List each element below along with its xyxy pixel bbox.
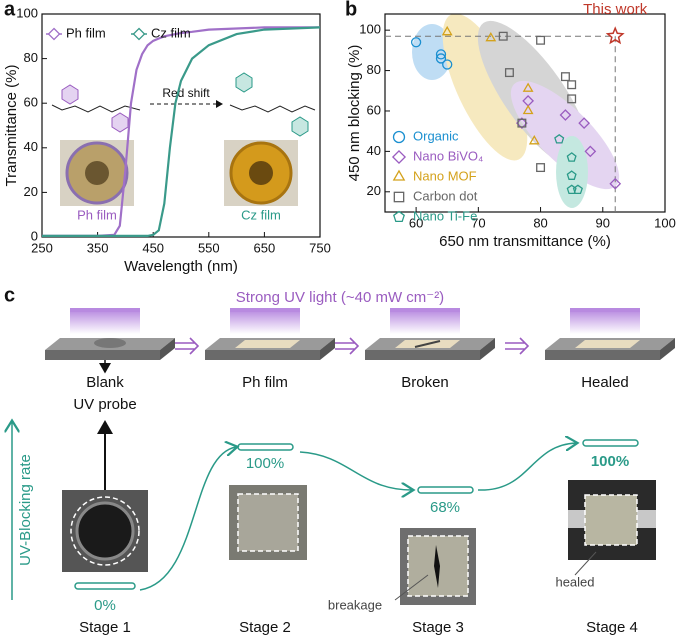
marker: [567, 80, 577, 90]
marker: [47, 27, 61, 41]
y-tick-label: 100: [359, 22, 381, 37]
stage-state: UV probe: [73, 396, 136, 413]
y-tick-label: 0: [31, 228, 38, 243]
plot-frame: [384, 13, 666, 213]
stage-rate: 68%: [430, 499, 460, 516]
marker: [584, 145, 597, 158]
marker: [566, 152, 577, 162]
marker: [441, 25, 453, 36]
marker: [559, 109, 572, 121]
y-tick-label: 80: [24, 50, 38, 65]
caption: Ph film: [77, 207, 117, 222]
legend-label: Ph film: [66, 25, 106, 40]
panel-label: c: [4, 284, 15, 306]
y-tick-label: 20: [367, 183, 381, 198]
stage-rate: 100%: [591, 453, 629, 470]
light-label: Strong UV light (~40 mW cm⁻²): [236, 289, 444, 306]
x-tick-label: 100: [654, 215, 676, 230]
axis-label: UV-Blocking rate: [17, 454, 34, 566]
stage-name: Stage 4: [586, 619, 638, 636]
caption: Cz film: [241, 207, 281, 222]
annotation: Red shift: [162, 86, 210, 100]
highlight-label: This work: [583, 1, 648, 18]
marker: [393, 191, 405, 203]
marker: [522, 104, 534, 115]
x-tick-label: 650: [254, 240, 276, 255]
x-tick-label: 60: [409, 215, 423, 230]
y-tick-label: 100: [16, 5, 38, 20]
stage-state: Ph film: [242, 374, 288, 391]
marker: [391, 149, 407, 165]
group-shading: [412, 13, 620, 208]
marker: [435, 53, 447, 64]
panel-label: a: [4, 0, 16, 20]
x-tick-label: 80: [533, 215, 547, 230]
marker: [392, 169, 406, 181]
marker: [392, 130, 406, 144]
marker: [442, 59, 453, 70]
x-tick-label: 350: [87, 240, 109, 255]
y-tick-label: 20: [24, 184, 38, 199]
y-tick-label: 40: [24, 139, 38, 154]
y-tick-label: 60: [24, 95, 38, 110]
stage-name: Stage 1: [79, 619, 131, 636]
marker: [132, 27, 146, 41]
marker: [498, 31, 508, 41]
legend-label: Carbon dot: [413, 188, 478, 203]
y-axis-label: Transmittance (%): [3, 65, 20, 187]
legend-label: Cz film: [151, 25, 191, 40]
marker: [393, 210, 405, 223]
marker: [435, 49, 447, 60]
panel-a-decor: [51, 72, 316, 206]
y-axis-label: 450 nm blocking (%): [346, 45, 363, 182]
marker: [578, 117, 591, 130]
line: [42, 26, 321, 237]
x-tick-label: 250: [31, 240, 53, 255]
stage-rate: 0%: [94, 597, 116, 614]
legend-label: Nano MOF: [413, 168, 477, 183]
stage-rate: 100%: [246, 455, 284, 472]
panel-label: b: [345, 0, 357, 20]
stage-state: Blank: [86, 374, 124, 391]
marker: [572, 184, 583, 195]
y-tick-label: 40: [367, 143, 381, 158]
line: [42, 26, 320, 237]
x-tick-label: 450: [142, 240, 164, 255]
marker: [517, 118, 527, 128]
marker: [567, 94, 577, 104]
stage-name: Stage 2: [239, 619, 291, 636]
marker: [566, 170, 577, 180]
marker: [536, 35, 546, 45]
note: breakage: [328, 597, 382, 612]
marker: [536, 163, 546, 173]
x-tick-label: 90: [596, 215, 610, 230]
y-tick-label: 60: [367, 102, 381, 117]
stage-name: Stage 3: [412, 619, 464, 636]
legend-label: Nano Ti-Fe: [413, 208, 477, 223]
stage-state: Healed: [581, 374, 629, 391]
marker: [554, 133, 565, 144]
x-axis-label: 650 nm transmittance (%): [439, 233, 611, 250]
plot-frame: [41, 13, 321, 238]
stage-state: Broken: [401, 374, 449, 391]
x-tick-label: 550: [198, 240, 220, 255]
marker: [410, 37, 422, 48]
marker: [485, 32, 497, 42]
panel-c-decor: [12, 308, 675, 605]
marker: [605, 26, 625, 45]
marker: [504, 68, 514, 78]
marker: [528, 134, 540, 145]
x-tick-label: 750: [309, 240, 331, 255]
note: healed: [555, 574, 594, 589]
y-tick-label: 80: [367, 62, 381, 77]
legend-label: Organic: [413, 128, 459, 143]
legend-label: Nano BiVO₄: [413, 148, 483, 163]
x-axis-label: Wavelength (nm): [124, 258, 238, 275]
x-tick-label: 70: [471, 215, 485, 230]
marker: [609, 177, 622, 190]
marker: [522, 82, 534, 92]
marker: [560, 72, 570, 82]
